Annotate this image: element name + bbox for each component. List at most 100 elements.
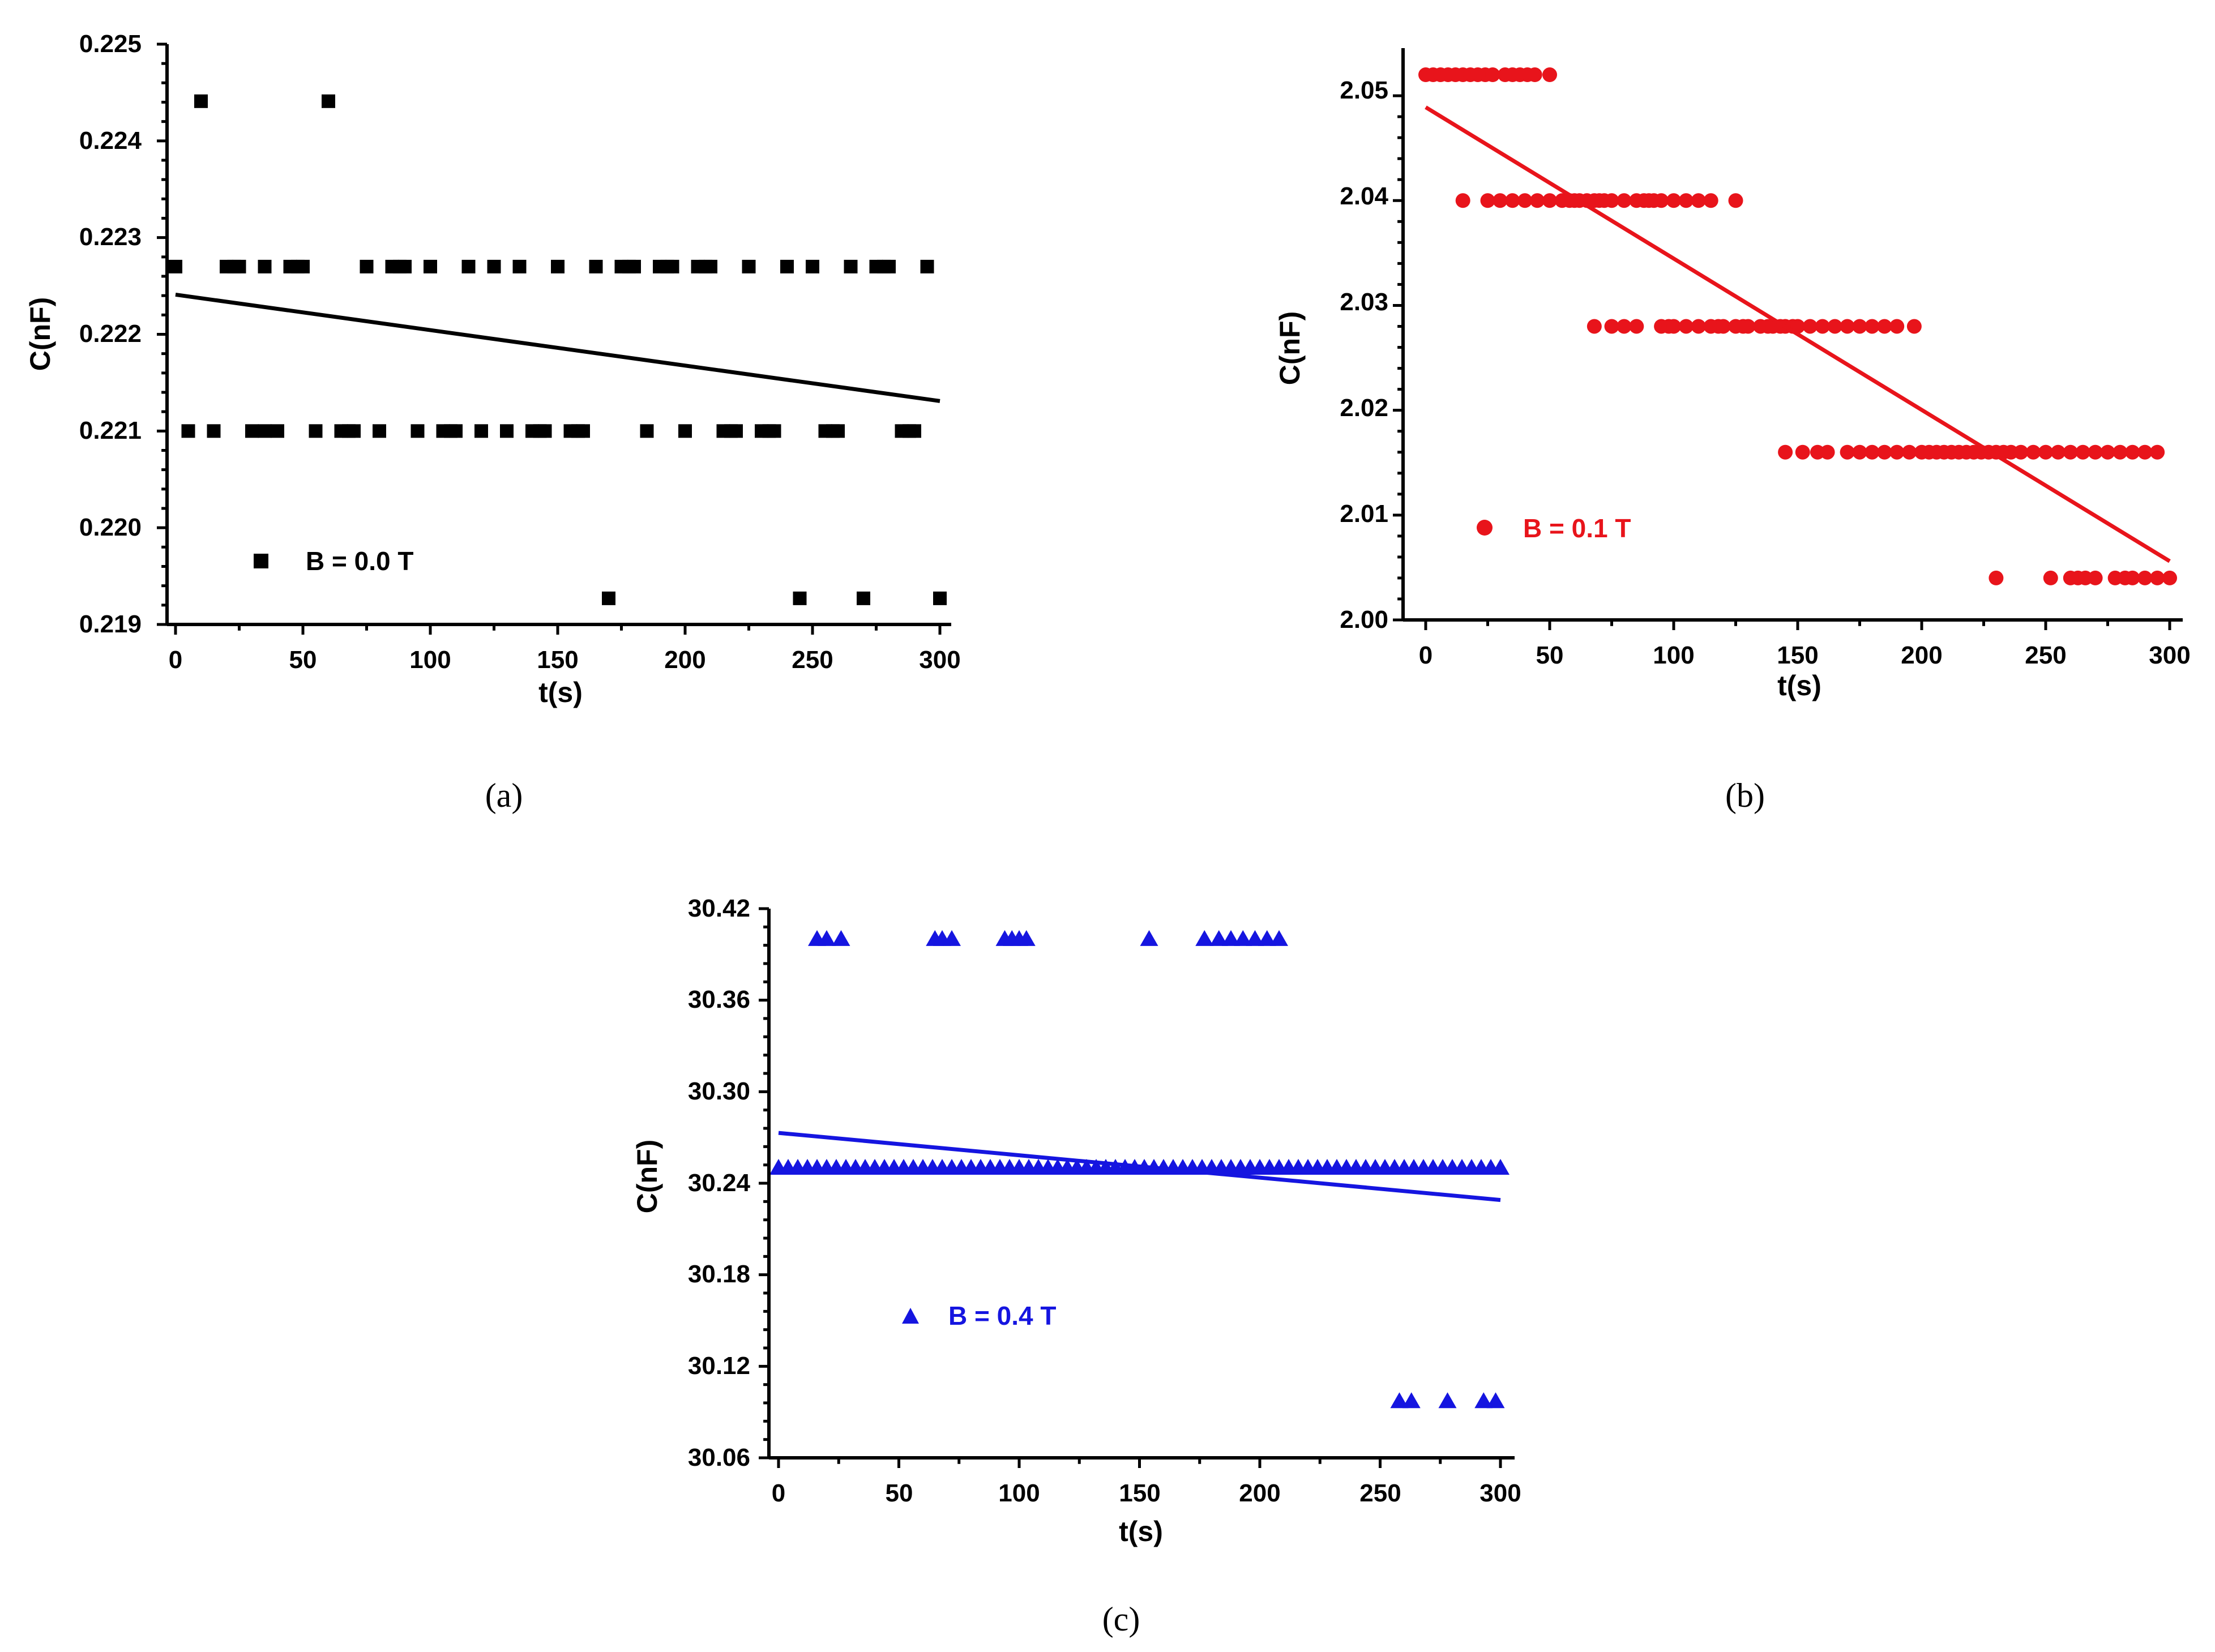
panel-a-data-point [538, 424, 552, 438]
panel-a-data-point [551, 259, 565, 273]
panel-a-data-point [767, 424, 781, 438]
panel-c-xtick-label: 300 [1479, 1479, 1521, 1507]
panel-c-legend-label: B = 0.4 T [948, 1301, 1056, 1330]
panel-b-data-point [1852, 319, 1867, 334]
panel-a-data-point [882, 259, 896, 273]
panel-b-marks [1418, 67, 2177, 585]
panel-b-data-point [1877, 444, 1892, 460]
panel-c-data-point [1140, 930, 1158, 946]
panel-a-data-point [258, 259, 272, 273]
panel-b-data-point [2063, 444, 2078, 460]
panel-c-marks [769, 930, 1510, 1409]
panel-a-data-point [322, 94, 335, 108]
panel-a-legend-marker [254, 554, 268, 568]
panel-a-data-point [933, 591, 947, 605]
panel-b-data-point [1666, 319, 1681, 334]
panel-a-ytick-label: 0.224 [79, 127, 142, 155]
panel-b-data-point [2013, 444, 2029, 460]
panel-c-xtick-label: 150 [1119, 1479, 1160, 1507]
panel-b-data-point [1604, 193, 1619, 208]
panel-c-ytick-label: 30.12 [688, 1352, 750, 1380]
panel-a-data-point [296, 259, 310, 273]
panel-b-data-point [1795, 444, 1810, 460]
panel-a-data-point [678, 424, 692, 438]
panel-a-data-point [181, 424, 195, 438]
panel-b-data-point [2075, 444, 2090, 460]
panel-b-data-point [1480, 193, 1495, 208]
panel-b-ytick-label: 2.00 [1340, 606, 1388, 634]
panel-a-marks [169, 94, 947, 605]
panel-a-data-point [512, 259, 527, 273]
panel-a-data-point [602, 591, 615, 605]
panel-a-xtick-label: 100 [409, 646, 451, 674]
panel-b-data-point [1865, 319, 1880, 334]
panel-b-data-point [2125, 444, 2140, 460]
panel-a-data-point [500, 424, 514, 438]
panel-b-data-point [1778, 444, 1793, 460]
panel-a-data-point [207, 424, 221, 438]
panel-c-data-point [1402, 1392, 1421, 1409]
panel-c-xtick-label: 250 [1359, 1479, 1401, 1507]
panel-c-x-axis-label: t(s) [1119, 1516, 1163, 1547]
panel-c-data-point [1222, 930, 1240, 946]
panel-a-data-point [474, 424, 488, 438]
panel-a-data-point [627, 259, 641, 273]
panel-c-xtick-label: 50 [886, 1479, 913, 1507]
panel-a-caption: (a) [485, 777, 523, 814]
panel-b-data-point [2150, 570, 2165, 585]
panel-c-data-point [1209, 930, 1228, 946]
panel-b-data-point [1455, 193, 1470, 208]
panel-b-data-point [1587, 319, 1602, 334]
panel-c-legend-marker [902, 1308, 919, 1324]
panel-a-data-point [258, 424, 272, 438]
panel-b-data-point [2026, 444, 2041, 460]
panel-c-data-point [943, 930, 961, 946]
panel-b-data-point [1542, 193, 1557, 208]
panel-a-data-point [742, 259, 756, 273]
panel-b-y-axis-label: C(nF) [1274, 311, 1306, 386]
panel-c-data-point [1246, 930, 1264, 946]
panel-a-data-point [398, 259, 412, 273]
panel-b-data-point [2043, 570, 2058, 585]
panel-b-data-point [2050, 444, 2066, 460]
panel-b-data-point [1530, 193, 1545, 208]
panel-c-data-point [1234, 930, 1252, 946]
panel-a-data-point [729, 424, 743, 438]
panel-c-xtick-label: 200 [1239, 1479, 1280, 1507]
panel-b-data-point [1691, 319, 1706, 334]
panel-c-data-point [818, 930, 836, 946]
panel-c-ytick-label: 30.18 [688, 1260, 750, 1288]
panel-a-ytick-label: 0.222 [79, 320, 142, 348]
panel-b-ytick-label: 2.05 [1340, 76, 1388, 104]
panel-a-ytick-label: 0.219 [79, 610, 142, 638]
panel-b-data-point [1902, 444, 1917, 460]
panel-c-ytick-label: 30.30 [688, 1077, 750, 1105]
panel-b-data-point [1654, 193, 1669, 208]
panel-b-data-point [1865, 444, 1880, 460]
panel-c-data-point [1258, 930, 1276, 946]
panel-b-data-point [1666, 193, 1681, 208]
panel-b-data-point [2038, 444, 2053, 460]
panel-a-xtick-label: 0 [169, 646, 182, 674]
panel-c-caption: (c) [1102, 1600, 1140, 1638]
panel-a-data-point [857, 591, 870, 605]
panel-b-ytick-label: 2.02 [1340, 394, 1388, 422]
panel-c-data-point [832, 930, 850, 946]
panel-a-data-point [640, 424, 654, 438]
panel-b-data-point [1604, 319, 1619, 334]
panel-b-data-point [1678, 319, 1694, 334]
panel-a-ytick-label: 0.221 [79, 417, 142, 444]
panel-a-xtick-label: 300 [919, 646, 960, 674]
panel-a-data-point [793, 591, 807, 605]
panel-a-data-point [373, 424, 386, 438]
panel-a-data-point [487, 259, 501, 273]
panel-c-data-point [1486, 1392, 1505, 1409]
panel-c-data-point [1195, 930, 1214, 946]
panel-a-data-point [665, 259, 679, 273]
panel-c-ytick-label: 30.42 [688, 895, 750, 922]
panel-c-xtick-label: 0 [772, 1479, 785, 1507]
panel-b-xtick-label: 100 [1653, 641, 1694, 669]
panel-b-data-point [1906, 319, 1922, 334]
panel-b-data-point [1617, 319, 1632, 334]
panel-b-caption: (b) [1725, 777, 1765, 814]
